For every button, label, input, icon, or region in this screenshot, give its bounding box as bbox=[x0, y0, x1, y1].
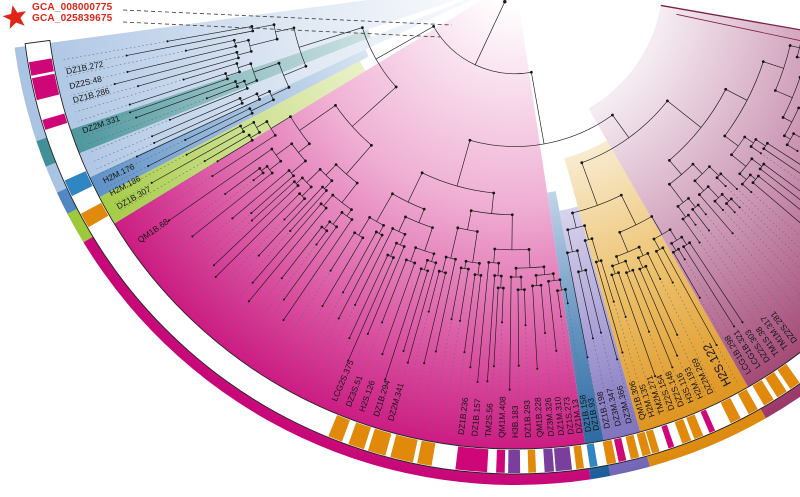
ring-segment bbox=[720, 397, 741, 424]
ring-segment bbox=[390, 434, 418, 463]
ring-segment bbox=[64, 171, 93, 197]
ring-segment bbox=[328, 415, 351, 442]
ring-segment bbox=[586, 443, 598, 468]
ring-segment bbox=[31, 73, 60, 101]
taxon-label: DZ1B.293 bbox=[522, 400, 533, 438]
taxon-label: DZ1B.236 bbox=[456, 396, 470, 435]
ring-segment bbox=[602, 439, 617, 465]
ring-segment bbox=[686, 414, 704, 440]
leaf-leader-lines bbox=[62, 41, 800, 439]
taxon-label: DZ1M.310 bbox=[552, 396, 566, 436]
sector-darkblue bbox=[547, 191, 611, 480]
ring-segment bbox=[80, 202, 109, 228]
sector-orange bbox=[564, 140, 766, 467]
ring-segment bbox=[543, 448, 555, 473]
ring-segment bbox=[700, 409, 716, 433]
outer-ring bbox=[24, 39, 800, 475]
annotation-leader-lines bbox=[122, 9, 453, 38]
sector-lightblue-a bbox=[14, 0, 456, 142]
ring-segment bbox=[455, 446, 489, 473]
ring-segment bbox=[636, 431, 651, 457]
tree-branches bbox=[114, 1, 800, 390]
taxon-label: DZ3M.326 bbox=[543, 397, 556, 437]
ring-segment bbox=[777, 363, 800, 389]
taxon-label: QM1B.228 bbox=[533, 397, 545, 438]
sector-teal bbox=[36, 29, 371, 167]
ring-segment bbox=[508, 449, 521, 473]
ring-segment bbox=[613, 437, 627, 462]
ring-segments bbox=[28, 58, 800, 473]
ring-segment bbox=[645, 429, 660, 454]
taxon-label: DZ1S.273 bbox=[561, 396, 576, 435]
ring-segment bbox=[417, 440, 436, 466]
star-icon bbox=[2, 5, 27, 29]
accession-label-1: GCA_008000775 bbox=[32, 2, 113, 13]
ring-segment bbox=[28, 58, 54, 76]
sector-purple bbox=[559, 206, 650, 476]
ring-segment bbox=[765, 372, 787, 398]
ring-segment bbox=[553, 446, 573, 472]
taxon-label: DZ1B.157 bbox=[469, 398, 482, 437]
ring-segment bbox=[496, 449, 506, 473]
ring-segment bbox=[367, 428, 392, 456]
ring-segment bbox=[674, 418, 692, 444]
sector-boundary-lines bbox=[660, 4, 800, 41]
taxon-label: QM1M.408 bbox=[496, 396, 507, 438]
accession-labels: GCA_008000775 GCA_025839675 bbox=[32, 2, 112, 24]
ring-segment bbox=[625, 434, 640, 460]
ring-segment bbox=[527, 449, 537, 473]
taxon-label: TM2S.56 bbox=[483, 403, 495, 438]
taxa-labels: DZ1B.272DZ2S.48DZ1B.286DZ2M.331H2M.176H2… bbox=[65, 59, 799, 438]
sector-steelblue bbox=[56, 49, 369, 214]
accession-label-2: GCA_025839675 bbox=[32, 13, 113, 24]
taxon-label: H3B.183 bbox=[510, 405, 520, 438]
ring-segment bbox=[737, 389, 758, 415]
tree-node-dots bbox=[113, 0, 800, 391]
taxon-label: DZ1M.13 bbox=[570, 398, 585, 434]
sector-green bbox=[67, 61, 366, 243]
ring-segment bbox=[661, 424, 675, 449]
ring-segment bbox=[752, 380, 774, 406]
ring-segment bbox=[573, 445, 585, 470]
ring-segment bbox=[348, 422, 371, 450]
highlight-annotation: GCA_008000775 GCA_025839675 bbox=[2, 2, 112, 30]
ring-segment bbox=[42, 113, 68, 130]
